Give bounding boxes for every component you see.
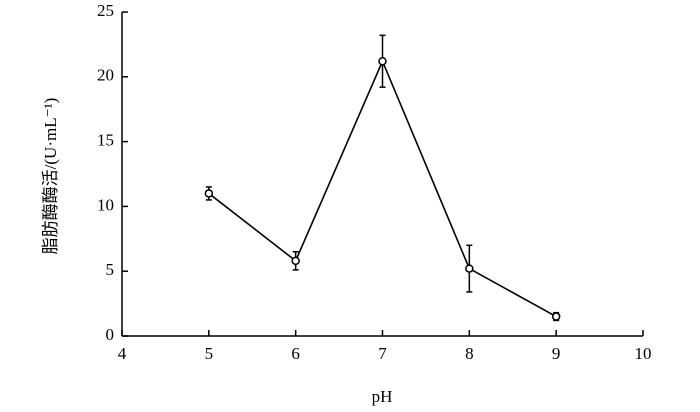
data-point bbox=[204, 189, 214, 198]
x-tick-label: 6 bbox=[291, 344, 300, 363]
y-tick-label: 20 bbox=[97, 66, 114, 85]
y-tick-label: 5 bbox=[106, 260, 115, 279]
x-tick-label: 5 bbox=[205, 344, 214, 363]
data-point bbox=[551, 312, 561, 321]
data-point bbox=[465, 264, 474, 273]
x-axis-label: pH bbox=[372, 387, 393, 406]
x-tick-label: 7 bbox=[378, 344, 387, 363]
y-tick-label: 10 bbox=[97, 195, 114, 214]
x-tick-label: 8 bbox=[465, 344, 474, 363]
x-tick-label: 9 bbox=[552, 344, 561, 363]
y-axis-label: 脂肪酶酶活/(U·mL⁻¹) bbox=[41, 98, 60, 255]
x-tick-label: 10 bbox=[635, 344, 652, 363]
data-point bbox=[291, 256, 300, 266]
y-tick-label: 15 bbox=[97, 131, 114, 150]
data-point bbox=[378, 56, 387, 66]
y-tick-label: 0 bbox=[106, 325, 115, 344]
y-tick-label: 25 bbox=[97, 1, 114, 20]
x-tick-label: 4 bbox=[118, 344, 127, 363]
data-line bbox=[208, 59, 557, 318]
